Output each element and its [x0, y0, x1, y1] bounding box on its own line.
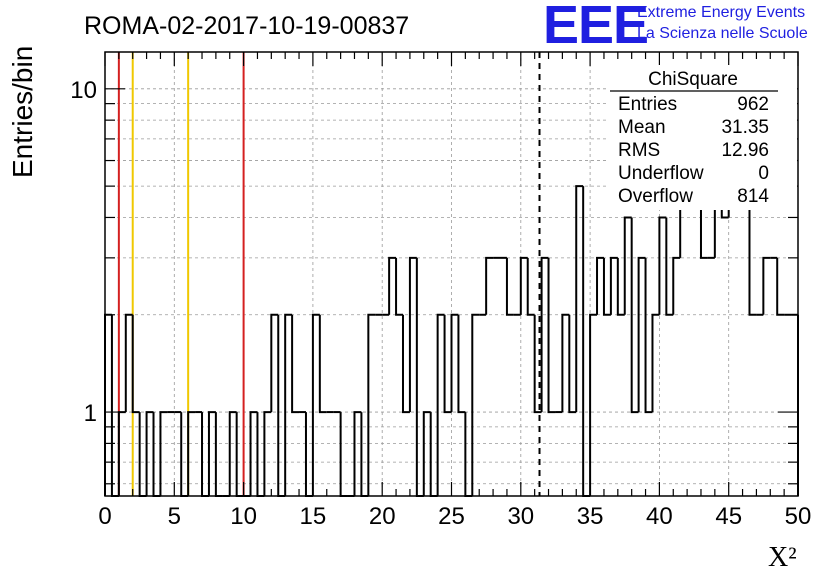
histogram-bin: [547, 257, 556, 414]
histogram-bin: [104, 313, 112, 496]
stats-row-value: 12.96: [721, 140, 769, 161]
histogram-bin: [596, 256, 604, 315]
histogram-bin: [408, 256, 417, 413]
histogram-bin: [443, 314, 452, 414]
histogram-bin: [124, 313, 133, 413]
histogram-bin: [228, 411, 237, 496]
eee-logo: EEE Extreme Energy Events La Scienza nel…: [543, 0, 808, 55]
x-tick-label: 30: [507, 503, 534, 530]
histogram-bin: [318, 314, 327, 414]
histogram-bin: [249, 411, 258, 496]
histogram-bin: [207, 411, 216, 496]
stats-row-label: Overflow: [618, 186, 693, 207]
histogram-bin: [616, 257, 625, 316]
stats-row-value: 0: [758, 163, 769, 184]
histogram-bin: [471, 313, 480, 496]
stats-row-label: Entries: [618, 94, 677, 115]
histogram-bin: [263, 411, 272, 496]
x-tick-label: 20: [369, 503, 396, 530]
stats-title: ChiSquare: [648, 69, 738, 90]
histogram-bin: [602, 257, 611, 316]
histogram-bin: [748, 160, 757, 316]
x-tick-label: 10: [230, 503, 257, 530]
histogram-bin: [270, 313, 279, 413]
y-axis-label: Entries/bin: [7, 46, 38, 178]
histogram-bin: [277, 314, 286, 497]
histogram-bin: [582, 186, 591, 497]
histogram-bin: [291, 314, 300, 414]
histogram-bin: [388, 256, 397, 315]
histogram-bin: [589, 313, 598, 496]
x-tick-label: 35: [577, 503, 604, 530]
histogram-bin: [401, 314, 410, 414]
histogram-bin: [658, 216, 667, 315]
histogram-bin: [159, 411, 168, 496]
histogram-bin: [367, 313, 376, 496]
stats-row-label: Underflow: [618, 163, 704, 184]
x-tick-label: 40: [646, 503, 673, 530]
histogram-bin: [187, 411, 196, 496]
histogram-bin: [284, 313, 293, 496]
histogram-bin: [637, 256, 646, 413]
histogram-bin: [415, 257, 424, 497]
histogram-bin: [651, 313, 660, 413]
histogram-bin: [672, 256, 681, 315]
y-tick-label: 10: [70, 77, 97, 104]
stats-row-value: 814: [737, 186, 769, 207]
histogram-bin: [311, 313, 320, 496]
histogram-bin: [630, 217, 639, 414]
histogram-bin: [436, 313, 445, 496]
histogram-bin: [422, 411, 431, 496]
histogram-bin: [575, 185, 584, 413]
logo-mark: EEE: [543, 0, 648, 55]
histogram-bin: [353, 411, 362, 496]
histogram-bin: [623, 216, 632, 315]
histogram-bin: [131, 314, 140, 414]
stats-box: ChiSquare Entries 962 Mean 31.35 RMS 12.96 Und…: [607, 65, 797, 210]
stats-row-label: RMS: [618, 140, 660, 161]
x-axis-label: X²: [768, 542, 797, 572]
histogram-bin: [533, 314, 542, 414]
histogram-bin: [395, 257, 403, 316]
histogram-bin: [561, 313, 570, 413]
x-tick-label: 25: [438, 503, 465, 530]
histogram-bin: [505, 257, 514, 316]
histogram-bin: [644, 257, 653, 414]
histogram-bin: [519, 256, 528, 315]
histogram-bin: [450, 313, 459, 413]
x-tick-label: 5: [168, 503, 181, 530]
stats-row-value: 962: [737, 94, 769, 115]
histogram-bin: [665, 217, 674, 316]
histogram-bin: [457, 314, 466, 414]
logo-line-2: La Scienza nelle Scuole: [637, 25, 808, 42]
histogram-bin: [568, 314, 577, 414]
x-tick-label: 50: [785, 503, 812, 530]
histogram-bin: [145, 411, 154, 496]
histogram-bin: [110, 314, 119, 497]
histogram-bin: [485, 256, 494, 315]
histogram-bin: [540, 256, 549, 413]
x-tick-label: 0: [98, 503, 111, 530]
stats-row-value: 31.35: [721, 117, 769, 138]
stats-row-label: Mean: [618, 117, 666, 138]
histogram-bin: [609, 256, 618, 315]
x-tick-label: 45: [715, 503, 742, 530]
y-tick-label: 1: [84, 400, 97, 427]
x-tick-label: 15: [300, 503, 327, 530]
run-title: ROMA-02-2017-10-19-00837: [84, 12, 409, 40]
histogram-bin: [762, 256, 771, 315]
logo-line-1: Extreme Energy Events: [637, 4, 805, 21]
histogram-bin: [526, 257, 535, 316]
histogram-bin: [776, 257, 785, 316]
